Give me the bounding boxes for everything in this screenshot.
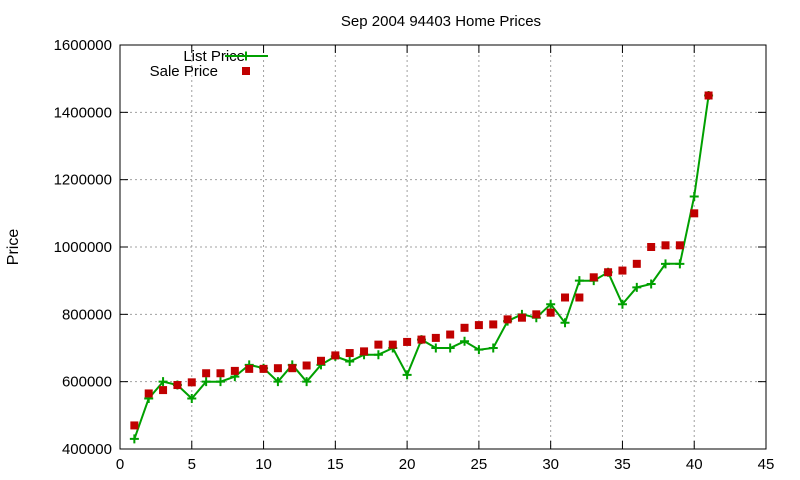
sale-price-point	[159, 386, 168, 395]
sale-price-point	[173, 381, 182, 390]
y-tick-label: 400000	[62, 441, 112, 458]
list-price-point	[345, 356, 355, 366]
plot-frame	[119, 44, 767, 450]
list-price-point	[474, 345, 484, 355]
list-price-point	[129, 434, 139, 444]
list-price-point	[201, 377, 211, 387]
sale-price-point	[661, 241, 670, 250]
legend-marker-sale-price	[242, 67, 250, 75]
x-tick-label: 25	[471, 456, 488, 473]
list-price-point	[445, 343, 455, 353]
list-price-point	[689, 192, 699, 201]
list-price-point	[546, 299, 556, 309]
sale-price-point	[690, 209, 699, 218]
list-price-point	[488, 343, 498, 353]
sale-price-point	[403, 337, 412, 346]
list-price-point	[646, 279, 656, 289]
sale-price-point	[704, 91, 713, 100]
list-price-point	[617, 299, 627, 309]
x-tick-label: 30	[542, 456, 559, 473]
list-price-point	[215, 377, 225, 387]
y-axis-label: Price	[5, 229, 22, 266]
y-tick-label: 1600000	[54, 37, 112, 54]
x-tick-label: 0	[116, 456, 124, 473]
list-price-point	[402, 370, 412, 380]
sale-price-point	[216, 369, 225, 378]
list-price-point	[302, 377, 312, 387]
sale-price-point	[474, 321, 483, 330]
sale-price-point	[202, 369, 211, 378]
list-price-point	[460, 336, 470, 346]
sale-price-point	[331, 351, 340, 360]
list-price-point	[574, 276, 584, 286]
data-series	[129, 91, 714, 444]
sale-price-point	[431, 333, 440, 342]
sale-price-point	[316, 356, 325, 365]
sale-price-point	[489, 320, 498, 329]
x-tick-label: 40	[686, 456, 703, 473]
list-price-point	[373, 350, 383, 360]
x-tick-label: 45	[758, 456, 775, 473]
sale-price-point	[446, 330, 455, 339]
list-price-point	[273, 377, 283, 387]
y-tick-label: 1400000	[54, 104, 112, 121]
sale-price-point	[144, 389, 153, 398]
sale-price-point	[259, 364, 268, 373]
legend: List Price Sale Price	[150, 48, 268, 80]
y-tick-label: 800000	[62, 306, 112, 323]
legend-marker-list-price	[241, 51, 251, 61]
sale-price-point	[345, 349, 354, 358]
sale-price-point	[230, 366, 239, 375]
sale-price-point	[618, 266, 627, 275]
axis-ticks: 400000 600000 800000 1000000 1200000 1400000 1…	[54, 37, 775, 473]
sale-price-point	[187, 378, 196, 387]
list-price-point	[431, 343, 441, 353]
sale-price-point	[503, 315, 512, 324]
x-tick-label: 5	[188, 456, 196, 473]
list-price-point	[187, 394, 197, 403]
x-tick-label: 35	[614, 456, 631, 473]
list-price-point	[632, 282, 642, 292]
legend-label-sale-price: Sale Price	[150, 63, 218, 80]
sale-price-point	[589, 273, 598, 282]
x-tick-label: 10	[255, 456, 272, 473]
sale-price-point	[360, 347, 369, 356]
sale-price-point	[604, 268, 613, 277]
sale-price-point	[532, 310, 541, 319]
y-tick-label: 1000000	[54, 239, 112, 256]
sale-price-point	[417, 335, 426, 344]
sale-price-point	[675, 241, 684, 250]
y-tick-label: 600000	[62, 374, 112, 391]
list-price-point	[158, 377, 168, 387]
sale-price-point	[460, 323, 469, 332]
chart-title: Sep 2004 94403 Home Prices	[341, 13, 541, 30]
sale-price-point	[288, 364, 297, 373]
legend-label-list-price: List Price	[183, 48, 245, 65]
sale-price-point	[517, 313, 526, 322]
list-price-point	[661, 259, 671, 269]
grid-lines	[120, 45, 766, 449]
y-tick-label: 1200000	[54, 172, 112, 189]
sale-price-point	[388, 340, 397, 349]
sale-price-point	[273, 364, 282, 373]
sale-price-point	[245, 364, 254, 373]
sale-price-point	[374, 340, 383, 349]
sale-price-point	[647, 243, 656, 251]
sale-price-point	[575, 293, 584, 302]
sale-price-point	[632, 259, 641, 268]
sale-price-point	[546, 308, 555, 317]
x-tick-label: 20	[399, 456, 416, 473]
sale-price-point	[302, 361, 311, 370]
list-price-point	[675, 259, 685, 269]
x-tick-label: 15	[327, 456, 344, 473]
sale-price-point	[130, 421, 139, 430]
sale-price-point	[561, 293, 570, 302]
list-price-point	[560, 318, 570, 328]
